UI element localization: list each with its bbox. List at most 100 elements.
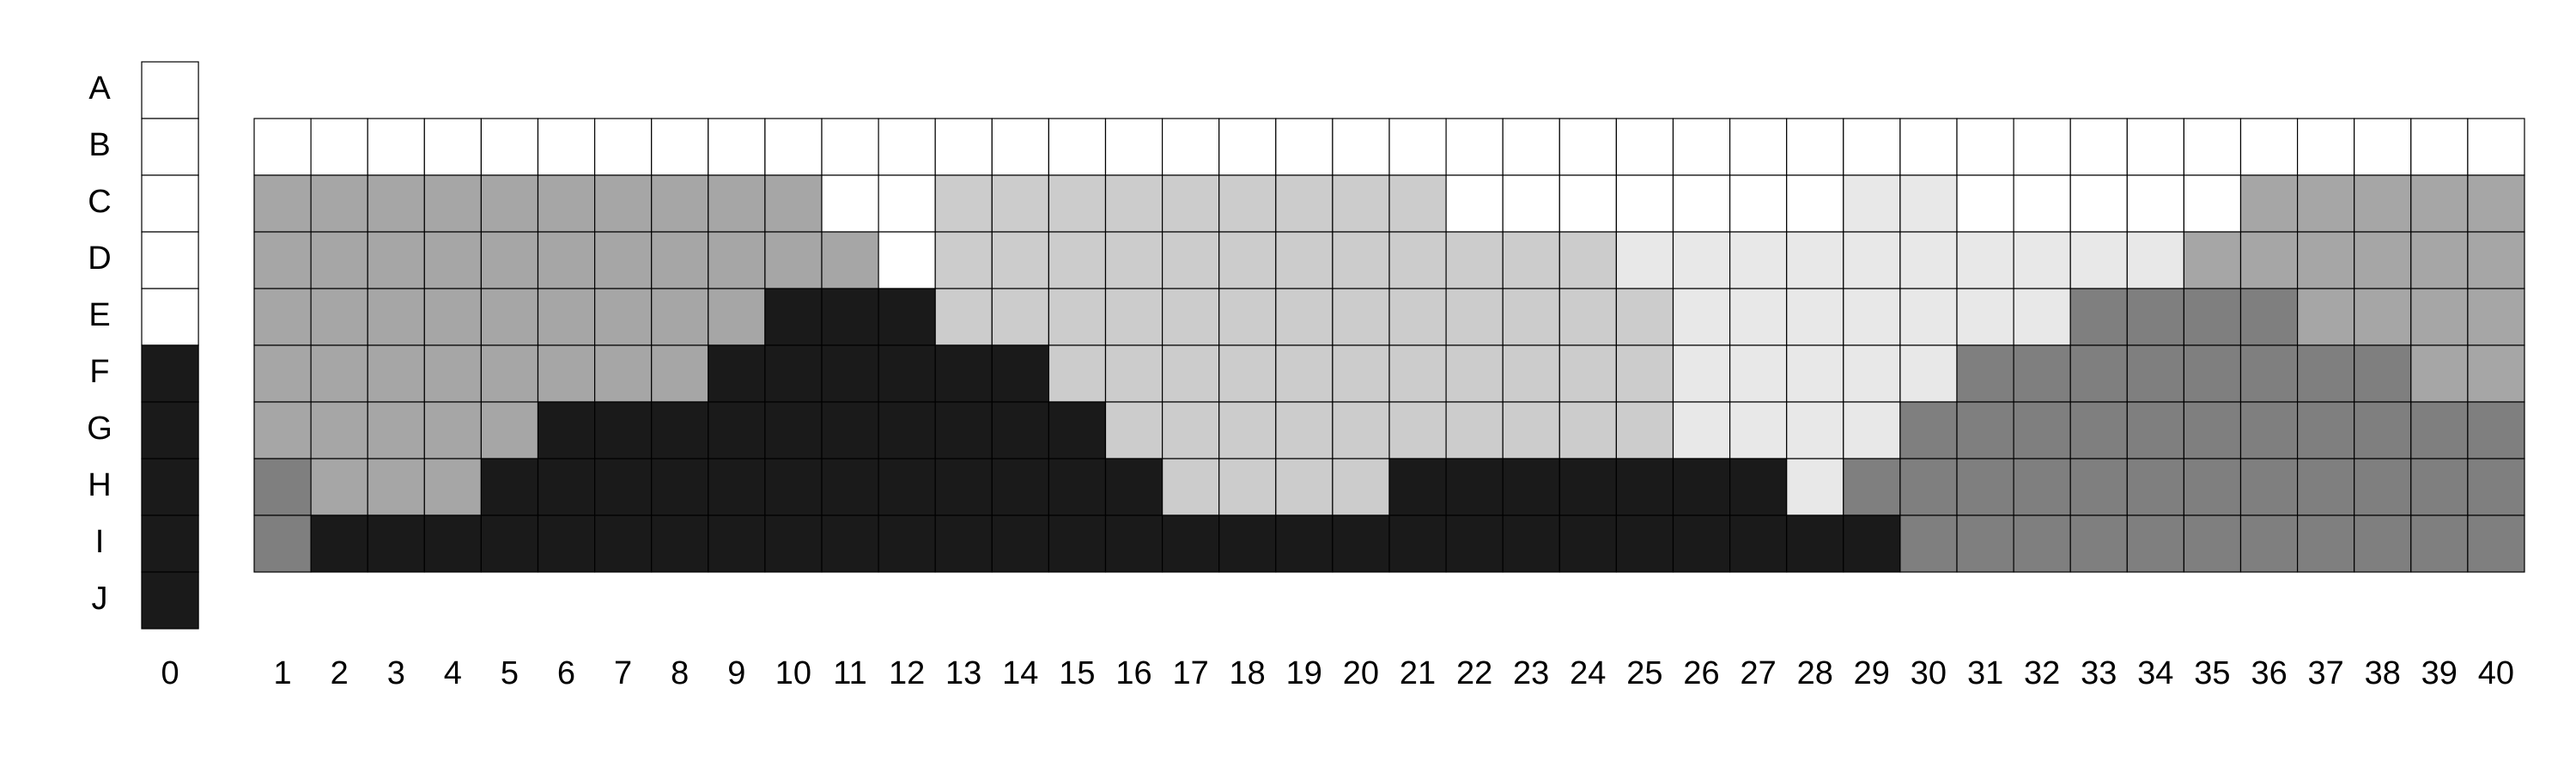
grid-cell [1899, 458, 1958, 516]
grid-cell [2183, 514, 2242, 573]
grid-cell [2410, 458, 2469, 516]
grid-cell [253, 344, 312, 403]
grid-cell [310, 344, 368, 403]
grid-cell [1558, 118, 1618, 176]
column-label: 40 [2478, 655, 2514, 691]
grid-cell [1843, 174, 1901, 233]
grid-cell [651, 118, 709, 176]
grid-cell [1161, 231, 1220, 289]
grid-cell [1956, 231, 2014, 289]
grid-cell [1558, 458, 1618, 516]
grid-cell [2354, 174, 2412, 233]
grid-cell [1899, 118, 1958, 176]
grid-cell [310, 514, 368, 573]
grid-cell [1161, 344, 1220, 403]
grid-cell [2297, 514, 2355, 573]
grid-cell [1161, 118, 1220, 176]
grid-cell [1615, 458, 1674, 516]
grid-cell [1161, 288, 1220, 346]
grid-cell [1445, 174, 1504, 233]
grid-cell [2183, 231, 2242, 289]
column-label: 16 [1115, 655, 1151, 691]
reference-cell [141, 514, 199, 573]
grid-cell [878, 514, 936, 573]
grid-cell [2410, 174, 2469, 233]
grid-cell [878, 458, 936, 516]
grid-cell [1445, 514, 1504, 573]
grid-cell [878, 344, 936, 403]
grid-cell [480, 231, 539, 289]
grid-cell [934, 458, 993, 516]
grid-cell [1275, 514, 1334, 573]
column-label: 28 [1797, 655, 1833, 691]
grid-cell [1672, 174, 1731, 233]
grid-cell [1445, 344, 1504, 403]
grid-cell [1275, 231, 1334, 289]
grid-cell [1502, 231, 1560, 289]
column-label: 5 [501, 655, 519, 691]
grid-cell [1956, 401, 2014, 460]
grid-cell [1615, 401, 1674, 460]
column-label: 4 [444, 655, 462, 691]
grid-cell [253, 458, 312, 516]
grid-cell [708, 514, 766, 573]
grid-cell [821, 118, 879, 176]
grid-cell [1843, 401, 1901, 460]
grid-cell [367, 401, 425, 460]
grid-cell [423, 174, 482, 233]
grid-cell [1899, 174, 1958, 233]
grid-cell [1048, 401, 1107, 460]
grid-cell [1956, 118, 2014, 176]
grid-cell [480, 118, 539, 176]
grid-cell [2354, 401, 2412, 460]
grid-cell [1786, 458, 1844, 516]
column-label: 25 [1626, 655, 1662, 691]
grid-cell [2297, 288, 2355, 346]
grid-cell [1502, 174, 1560, 233]
grid-cell [1728, 401, 1788, 460]
grid-cell [821, 288, 879, 346]
grid-cell [2410, 288, 2469, 346]
column-label: 3 [387, 655, 405, 691]
grid-cell [2239, 288, 2299, 346]
grid-cell [1388, 231, 1447, 289]
grid-cell [367, 118, 425, 176]
grid-cell [1728, 231, 1788, 289]
grid-cell [367, 344, 425, 403]
grid-cell [2069, 174, 2128, 233]
grid-cell [423, 458, 482, 516]
grid-cell [1502, 401, 1560, 460]
grid-cell [2013, 174, 2071, 233]
grid-cell [1786, 401, 1844, 460]
grid-cell [2239, 118, 2299, 176]
column-label: 15 [1059, 655, 1095, 691]
grid-cell [934, 118, 993, 176]
grid-cell [310, 174, 368, 233]
grid-cell [1445, 401, 1504, 460]
grid-cell [1843, 344, 1901, 403]
grid-cell [2297, 118, 2355, 176]
grid-cell [1615, 174, 1674, 233]
grid-cell [1388, 458, 1447, 516]
grid-cell [934, 344, 993, 403]
grid-cell [764, 401, 823, 460]
grid-cell [1048, 174, 1107, 233]
grid-cell [1161, 458, 1220, 516]
column-label: 2 [331, 655, 349, 691]
grid-cell [708, 174, 766, 233]
grid-cell [1558, 288, 1618, 346]
grid-cell [2069, 344, 2128, 403]
grid-cell [651, 288, 709, 346]
grid-cell [1218, 118, 1277, 176]
grid-cell [1672, 231, 1731, 289]
column-label: 39 [2421, 655, 2458, 691]
grid-cell [1104, 288, 1163, 346]
column-label: 23 [1513, 655, 1549, 691]
grid-cell [1672, 344, 1731, 403]
grid-cell [593, 174, 653, 233]
reference-cell [141, 344, 199, 403]
grid-cell [537, 118, 596, 176]
row-label: D [88, 240, 111, 277]
grid-cell [367, 514, 425, 573]
